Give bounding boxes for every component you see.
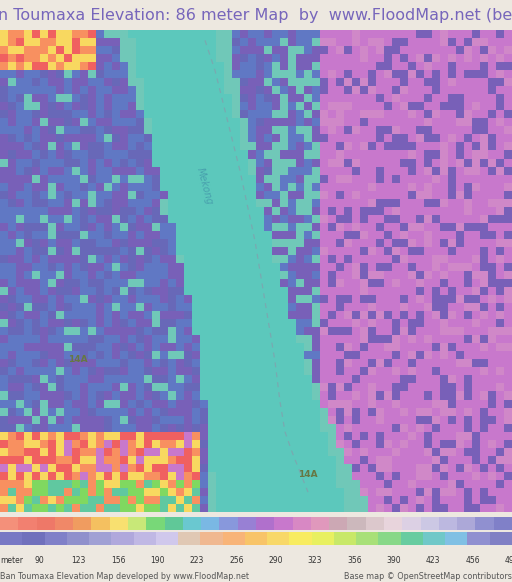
Bar — [274, 517, 292, 530]
Text: 14A: 14A — [298, 470, 317, 479]
Bar — [134, 533, 156, 545]
Bar — [0, 533, 22, 545]
Text: Base map © OpenStreetMap contributors: Base map © OpenStreetMap contributors — [344, 572, 512, 581]
Text: 256: 256 — [229, 556, 244, 565]
Bar — [439, 517, 457, 530]
Bar — [467, 533, 490, 545]
Bar — [476, 517, 494, 530]
Text: 490: 490 — [505, 556, 512, 565]
Bar — [45, 533, 67, 545]
Bar — [334, 533, 356, 545]
Text: 356: 356 — [347, 556, 362, 565]
Text: 390: 390 — [387, 556, 401, 565]
Bar — [183, 517, 201, 530]
Bar — [420, 517, 439, 530]
Text: 123: 123 — [72, 556, 86, 565]
Text: 14A: 14A — [68, 354, 88, 364]
Bar — [36, 517, 55, 530]
Text: 323: 323 — [308, 556, 323, 565]
Bar — [348, 517, 366, 530]
Bar — [89, 533, 111, 545]
Bar — [401, 533, 423, 545]
Bar — [0, 517, 18, 530]
Bar — [292, 517, 311, 530]
Text: 156: 156 — [111, 556, 125, 565]
Bar — [378, 533, 401, 545]
Bar — [223, 533, 245, 545]
Text: 423: 423 — [426, 556, 440, 565]
Text: 290: 290 — [268, 556, 283, 565]
Text: 190: 190 — [151, 556, 165, 565]
Bar — [18, 517, 36, 530]
Text: 223: 223 — [190, 556, 204, 565]
Bar — [423, 533, 445, 545]
Bar — [457, 517, 476, 530]
Bar — [311, 517, 329, 530]
Bar — [245, 533, 267, 545]
Bar — [267, 533, 289, 545]
Text: 456: 456 — [465, 556, 480, 565]
Bar — [312, 533, 334, 545]
Text: 90: 90 — [34, 556, 44, 565]
Bar — [110, 517, 128, 530]
Text: Mekong: Mekong — [195, 166, 215, 205]
Text: Ban Toumaxa Elevation: 86 meter Map  by  www.FloodMap.net (beta): Ban Toumaxa Elevation: 86 meter Map by w… — [0, 8, 512, 23]
Bar — [55, 517, 73, 530]
Bar — [238, 517, 256, 530]
Bar — [256, 517, 274, 530]
Bar — [128, 517, 146, 530]
Bar — [356, 533, 378, 545]
Bar — [73, 517, 92, 530]
Bar — [200, 533, 223, 545]
Bar — [111, 533, 134, 545]
Bar — [329, 517, 348, 530]
Bar — [220, 517, 238, 530]
Bar — [164, 517, 183, 530]
Bar — [201, 517, 220, 530]
Bar — [92, 517, 110, 530]
Bar — [366, 517, 384, 530]
Text: meter: meter — [0, 556, 23, 565]
Bar — [156, 533, 178, 545]
Bar — [146, 517, 164, 530]
Bar — [67, 533, 89, 545]
Bar — [22, 533, 45, 545]
Bar — [402, 517, 420, 530]
Bar — [178, 533, 200, 545]
Bar — [494, 517, 512, 530]
Bar — [384, 517, 402, 530]
Bar — [289, 533, 312, 545]
Text: Ban Toumaxa Elevation Map developed by www.FloodMap.net: Ban Toumaxa Elevation Map developed by w… — [0, 572, 249, 581]
Bar — [490, 533, 512, 545]
Bar — [445, 533, 467, 545]
